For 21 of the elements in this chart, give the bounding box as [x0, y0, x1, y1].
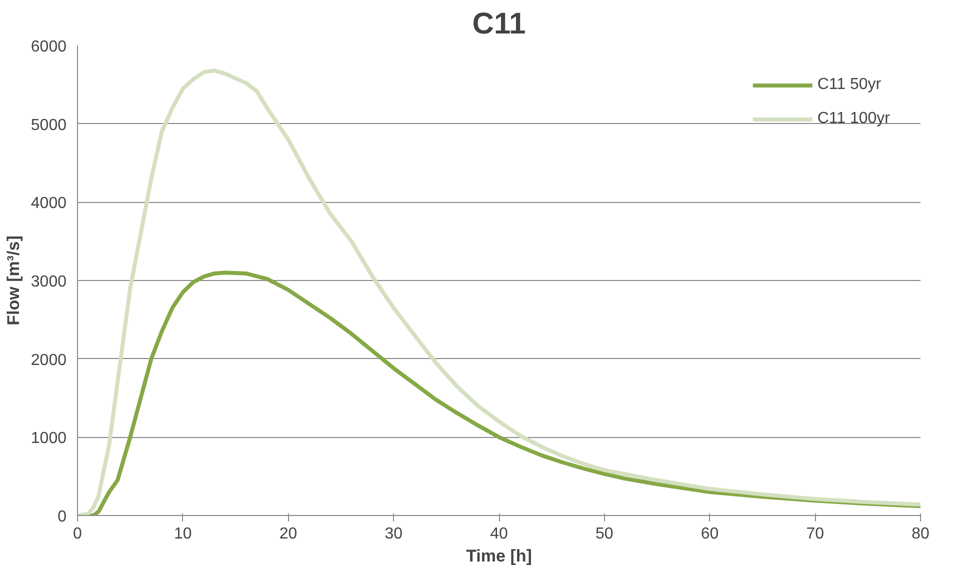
- x-axis-title: Time [h]: [466, 546, 532, 566]
- y-tick-label: 6000: [30, 38, 67, 56]
- y-tick-label: 4000: [30, 195, 67, 212]
- x-tick-label: 10: [174, 526, 192, 542]
- y-tick-label: 1000: [30, 430, 67, 448]
- y-axis-title: Flow [m³/s]: [4, 236, 23, 326]
- x-tick-label: 50: [595, 526, 614, 542]
- y-tick-label: 3000: [30, 274, 67, 290]
- chart-title: C11: [472, 8, 526, 40]
- x-tick-label: 0: [73, 526, 82, 542]
- x-tick-label: 20: [279, 526, 298, 542]
- x-tick-label: 80: [912, 526, 930, 542]
- legend-label: C11 100yr: [817, 110, 890, 128]
- legend-label: C11 50yr: [817, 76, 882, 94]
- x-tick-label: 40: [490, 526, 508, 542]
- y-tick-label: 2000: [30, 352, 67, 369]
- x-tick-label: 30: [384, 526, 403, 542]
- x-tick-label: 70: [806, 526, 824, 542]
- y-tick-label: 0: [58, 508, 67, 526]
- y-tick-label: 5000: [30, 116, 67, 134]
- x-tick-label: 60: [700, 526, 719, 542]
